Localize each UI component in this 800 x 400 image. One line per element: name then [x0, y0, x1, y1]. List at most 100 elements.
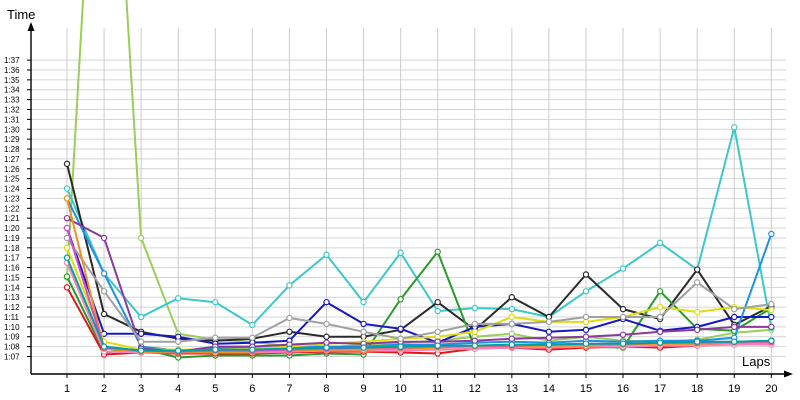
data-point	[137, 338, 145, 345]
x-tick-layer: 1 2 3 4 5 6 7 8 9 10 11 12 13 14 15 16 17 18 19 20	[64, 374, 777, 395]
x-tick-label: 12	[469, 383, 481, 395]
data-point	[323, 251, 330, 258]
data-point	[508, 335, 516, 342]
data-point	[286, 328, 293, 335]
data-point	[545, 341, 553, 348]
data-point	[508, 341, 516, 348]
data-point	[545, 328, 553, 335]
data-point	[619, 340, 627, 347]
data-point	[286, 314, 293, 322]
y-tick-label: 1:21	[4, 214, 20, 223]
y-tick-label: 1:07	[4, 353, 20, 362]
data-point	[656, 328, 664, 335]
data-point	[286, 345, 293, 352]
series-line	[66, 0, 772, 349]
data-point	[137, 347, 145, 354]
data-point	[656, 288, 664, 295]
data-point	[656, 303, 664, 311]
data-point	[63, 224, 71, 232]
y-tick-label: 1:31	[4, 115, 20, 124]
y-tick-label: 1:29	[4, 135, 20, 144]
data-point	[397, 249, 404, 256]
series-line	[66, 126, 773, 328]
y-tick-label: 1:33	[4, 96, 20, 105]
data-point	[137, 234, 145, 242]
x-tick-label: 14	[543, 383, 555, 395]
data-point	[508, 294, 516, 301]
y-tick-label: 1:12	[4, 303, 20, 312]
data-point	[397, 343, 404, 350]
series-9	[63, 214, 775, 355]
x-tick-label: 3	[138, 383, 144, 395]
grid-layer	[31, 28, 786, 374]
y-tick-label: 1:24	[4, 185, 20, 194]
data-point	[768, 313, 775, 321]
data-point	[323, 333, 330, 340]
y-tick-label: 1:37	[4, 56, 20, 65]
data-point	[249, 334, 256, 341]
x-tick-label: 16	[617, 383, 629, 395]
data-point	[249, 321, 256, 329]
data-point	[768, 230, 775, 238]
data-point	[693, 279, 701, 286]
data-point	[508, 320, 516, 328]
y-tick-label: 1:22	[4, 204, 20, 213]
data-point	[582, 271, 590, 278]
data-point	[63, 254, 71, 261]
data-point	[731, 305, 738, 313]
series-5	[63, 224, 775, 347]
data-point	[63, 284, 71, 291]
data-point	[545, 334, 553, 341]
data-point	[471, 328, 478, 335]
data-point	[323, 344, 330, 351]
data-point	[360, 298, 367, 306]
x-axis-title: Laps	[742, 354, 771, 369]
y-tick-label: 1:28	[4, 145, 20, 154]
data-point	[656, 313, 664, 321]
data-point	[471, 342, 478, 349]
x-axis-arrow	[784, 370, 793, 378]
data-point	[768, 306, 775, 314]
data-point	[434, 342, 441, 349]
y-tick-label: 1:19	[4, 234, 20, 243]
data-point	[360, 328, 367, 335]
data-point	[212, 334, 219, 341]
data-point	[508, 305, 516, 313]
data-point	[619, 331, 627, 338]
data-point	[100, 234, 108, 242]
series-line	[66, 257, 772, 352]
y-tick-label: 1:08	[4, 343, 20, 352]
data-point	[545, 318, 553, 326]
data-point	[768, 323, 775, 331]
data-point	[100, 270, 108, 277]
data-point	[582, 313, 590, 321]
y-tick-layer: 1:071:081:091:101:111:121:131:141:151:16…	[4, 56, 31, 362]
data-point	[63, 185, 71, 192]
series-10	[63, 234, 775, 345]
x-tick-label: 4	[175, 383, 181, 395]
series-line	[66, 163, 772, 342]
y-tick-label: 1:18	[4, 244, 20, 253]
data-point	[397, 295, 404, 303]
y-tick-label: 1:10	[4, 323, 20, 332]
y-tick-label: 1:15	[4, 273, 20, 282]
data-point	[731, 338, 738, 345]
y-tick-label: 1:14	[4, 283, 20, 292]
data-point	[693, 308, 701, 316]
series-line	[66, 237, 772, 343]
data-point	[731, 124, 738, 131]
x-tick-label: 7	[286, 383, 292, 395]
y-tick-label: 1:34	[4, 86, 20, 95]
x-tick-label: 11	[432, 383, 443, 395]
data-point	[360, 344, 367, 351]
data-point	[249, 346, 256, 353]
x-tick-label: 5	[212, 383, 218, 395]
y-tick-label: 1:25	[4, 175, 20, 184]
data-point	[323, 298, 330, 306]
y-tick-label: 1:16	[4, 264, 20, 273]
data-point	[137, 313, 145, 321]
data-point	[175, 338, 182, 345]
data-point	[471, 320, 478, 328]
y-tick-label: 1:32	[4, 106, 20, 115]
